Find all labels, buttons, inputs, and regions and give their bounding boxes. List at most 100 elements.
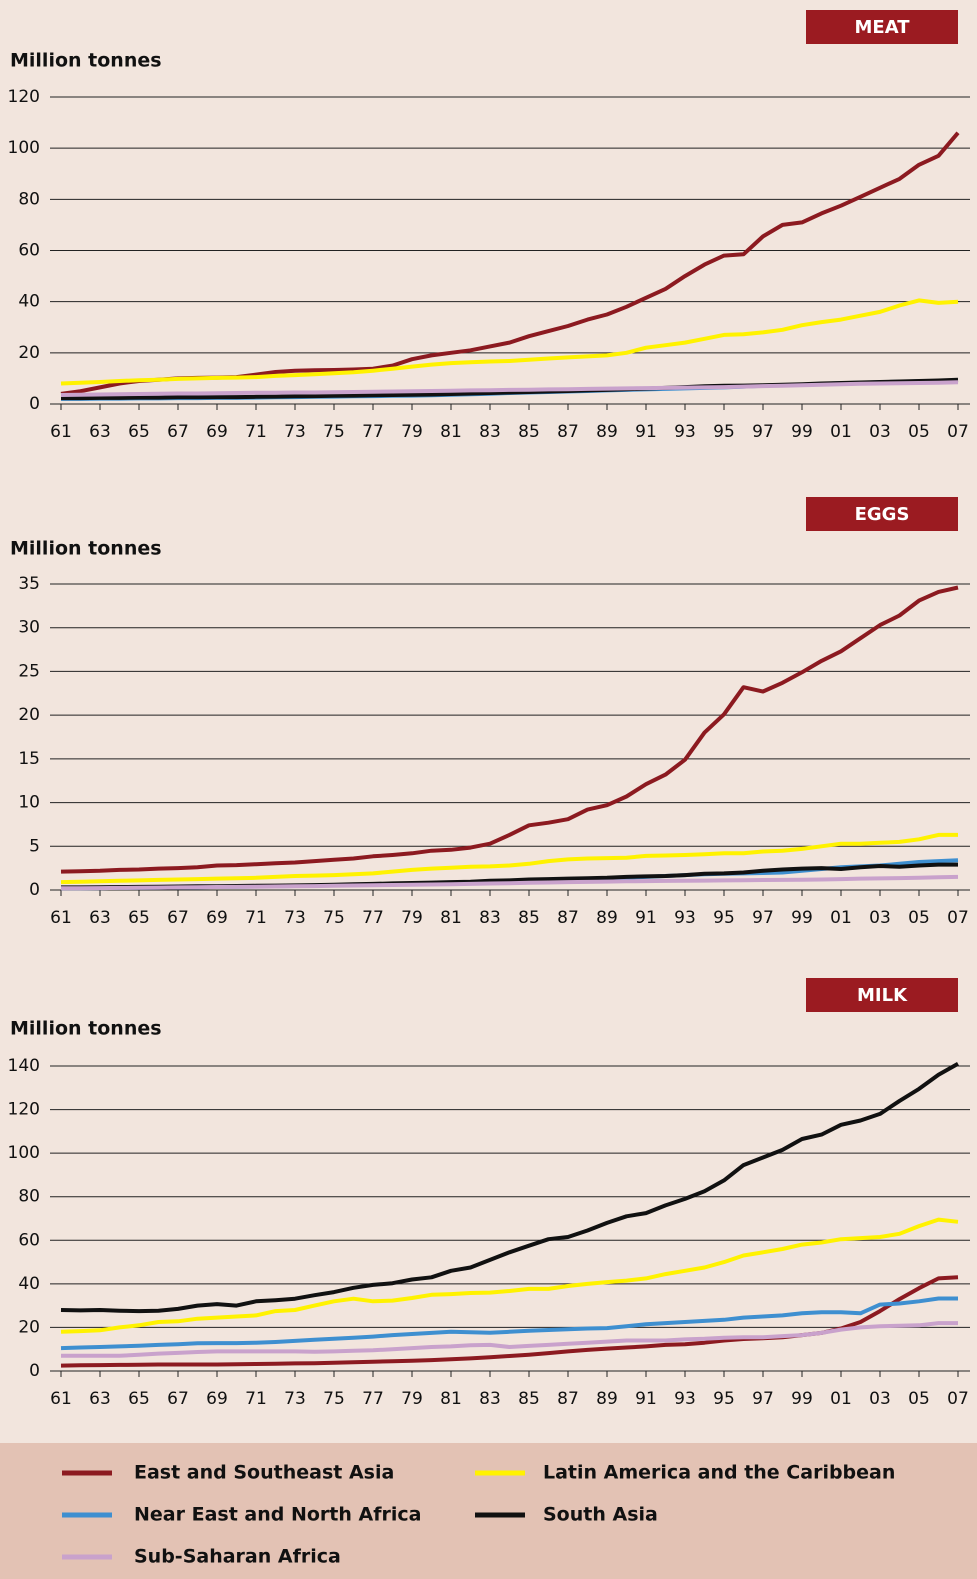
y-tick-label: 80 (18, 1187, 40, 1207)
chart-title: EGGS (855, 504, 910, 525)
x-tick-label: 73 (284, 1389, 306, 1409)
y-tick-label: 40 (18, 1274, 40, 1294)
x-tick-label: 69 (206, 1389, 228, 1409)
x-tick-label: 95 (713, 908, 735, 928)
chart-title: MILK (857, 985, 908, 1006)
x-tick-label: 97 (752, 1389, 774, 1409)
x-tick-label: 03 (869, 908, 891, 928)
x-tick-label: 75 (323, 1389, 345, 1409)
y-tick-label: 140 (8, 1056, 40, 1076)
x-tick-label: 91 (635, 908, 657, 928)
x-tick-label: 91 (635, 422, 657, 442)
y-tick-label: 120 (8, 1100, 40, 1120)
x-tick-label: 01 (830, 422, 852, 442)
x-tick-label: 05 (908, 1389, 930, 1409)
x-tick-label: 83 (479, 422, 501, 442)
y-tick-label: 40 (18, 292, 40, 312)
legend-label: South Asia (543, 1504, 658, 1526)
x-tick-label: 05 (908, 422, 930, 442)
y-tick-label: 20 (18, 705, 40, 725)
y-tick-label: 10 (18, 793, 40, 813)
x-tick-label: 07 (947, 422, 969, 442)
y-tick-label: 20 (18, 343, 40, 363)
x-tick-label: 81 (440, 908, 462, 928)
x-tick-label: 69 (206, 908, 228, 928)
y-tick-label: 60 (18, 241, 40, 261)
x-tick-label: 71 (245, 422, 267, 442)
x-tick-label: 73 (284, 908, 306, 928)
x-tick-label: 93 (674, 422, 696, 442)
legend-label: Near East and North Africa (134, 1504, 421, 1526)
y-tick-label: 100 (8, 138, 40, 158)
x-tick-label: 89 (596, 422, 618, 442)
x-tick-label: 75 (323, 422, 345, 442)
x-tick-label: 63 (89, 908, 111, 928)
x-tick-label: 99 (791, 908, 813, 928)
x-tick-label: 95 (713, 1389, 735, 1409)
y-tick-label: 80 (18, 189, 40, 209)
x-tick-label: 93 (674, 908, 696, 928)
x-tick-label: 81 (440, 422, 462, 442)
y-axis-label: Million tonnes (10, 50, 162, 72)
y-tick-label: 0 (29, 1361, 40, 1381)
title-badge (806, 10, 958, 44)
x-tick-label: 87 (557, 1389, 579, 1409)
title-badge (806, 497, 958, 531)
y-tick-label: 60 (18, 1230, 40, 1250)
y-axis-label: Million tonnes (10, 538, 162, 560)
series-line (61, 1321, 958, 1358)
x-tick-label: 89 (596, 1389, 618, 1409)
y-tick-label: 100 (8, 1143, 40, 1163)
x-tick-label: 65 (128, 422, 150, 442)
legend-label: Sub-Saharan Africa (134, 1546, 341, 1568)
y-tick-label: 0 (29, 394, 40, 414)
x-tick-label: 65 (128, 1389, 150, 1409)
x-tick-label: 73 (284, 422, 306, 442)
y-tick-label: 35 (18, 574, 40, 594)
y-tick-label: 120 (8, 87, 40, 107)
x-tick-label: 97 (752, 908, 774, 928)
x-tick-label: 85 (518, 908, 540, 928)
y-tick-label: 20 (18, 1317, 40, 1337)
x-tick-label: 83 (479, 1389, 501, 1409)
x-tick-label: 75 (323, 908, 345, 928)
x-tick-label: 93 (674, 1389, 696, 1409)
title-badge (806, 978, 958, 1012)
x-tick-label: 07 (947, 908, 969, 928)
x-tick-label: 01 (830, 1389, 852, 1409)
x-tick-label: 03 (869, 1389, 891, 1409)
x-tick-label: 83 (479, 908, 501, 928)
y-tick-label: 30 (18, 618, 40, 638)
series-line (60, 1062, 959, 1314)
x-tick-label: 61 (50, 908, 72, 928)
x-tick-label: 71 (245, 908, 267, 928)
series-line (60, 131, 960, 396)
x-tick-label: 99 (791, 1389, 813, 1409)
x-tick-label: 89 (596, 908, 618, 928)
chart-title: MEAT (854, 17, 910, 38)
legend-background (0, 1443, 977, 1579)
x-tick-label: 87 (557, 422, 579, 442)
y-tick-label: 25 (18, 661, 40, 681)
series-line (60, 298, 959, 386)
x-tick-label: 99 (791, 422, 813, 442)
series-line (61, 874, 959, 891)
x-tick-label: 81 (440, 1389, 462, 1409)
y-tick-label: 5 (29, 836, 40, 856)
x-tick-label: 61 (50, 1389, 72, 1409)
x-tick-label: 91 (635, 1389, 657, 1409)
y-axis-label: Million tonnes (10, 1018, 162, 1040)
x-tick-label: 77 (362, 422, 384, 442)
x-tick-label: 95 (713, 422, 735, 442)
x-tick-label: 01 (830, 908, 852, 928)
x-tick-label: 67 (167, 422, 189, 442)
x-tick-label: 79 (401, 422, 423, 442)
x-tick-label: 85 (518, 1389, 540, 1409)
series-line (60, 1296, 958, 1351)
x-tick-label: 63 (89, 1389, 111, 1409)
x-tick-label: 05 (908, 908, 930, 928)
x-tick-label: 61 (50, 422, 72, 442)
series-line (60, 1217, 959, 1334)
x-tick-label: 03 (869, 422, 891, 442)
x-tick-label: 85 (518, 422, 540, 442)
